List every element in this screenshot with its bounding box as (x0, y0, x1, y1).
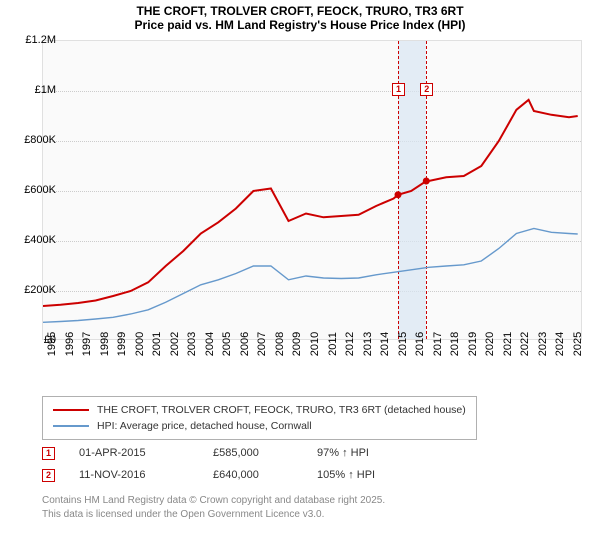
x-tick-label: 2018 (449, 332, 461, 356)
x-tick-label: 2014 (379, 332, 391, 356)
x-tick-label: 2013 (362, 332, 374, 356)
chart-title-line2: Price paid vs. HM Land Registry's House … (0, 18, 600, 32)
x-tick-label: 2010 (309, 332, 321, 356)
x-tick-label: 2017 (432, 332, 444, 356)
sale-date: 11-NOV-2016 (79, 469, 189, 481)
y-tick-label: £200K (16, 284, 56, 296)
x-tick-label: 2015 (397, 332, 409, 356)
chart-legend: THE CROFT, TROLVER CROFT, FEOCK, TRURO, … (42, 396, 477, 440)
x-tick-label: 1995 (46, 332, 58, 356)
x-tick-label: 2023 (537, 332, 549, 356)
legend-label: THE CROFT, TROLVER CROFT, FEOCK, TRURO, … (97, 404, 466, 416)
x-tick-label: 2007 (256, 332, 268, 356)
legend-swatch (53, 425, 89, 426)
sale-pct-vs-hpi: 105% ↑ HPI (317, 469, 407, 481)
x-tick-label: 2024 (554, 332, 566, 356)
x-tick-label: 2006 (239, 332, 251, 356)
x-tick-label: 1999 (116, 332, 128, 356)
footer-line2: This data is licensed under the Open Gov… (42, 508, 385, 522)
event-point (423, 178, 430, 185)
x-tick-label: 2004 (204, 332, 216, 356)
x-tick-label: 1998 (99, 332, 111, 356)
sale-marker: 1 (42, 447, 55, 460)
x-tick-label: 2002 (169, 332, 181, 356)
x-tick-label: 2005 (221, 332, 233, 356)
x-tick-label: 1996 (64, 332, 76, 356)
x-tick-label: 2009 (291, 332, 303, 356)
x-tick-label: 2016 (414, 332, 426, 356)
y-tick-label: £800K (16, 134, 56, 146)
x-tick-label: 2019 (467, 332, 479, 356)
chart-title-line1: THE CROFT, TROLVER CROFT, FEOCK, TRURO, … (0, 4, 600, 18)
sale-pct-vs-hpi: 97% ↑ HPI (317, 447, 407, 459)
sale-price: £640,000 (213, 469, 293, 481)
legend-label: HPI: Average price, detached house, Corn… (97, 420, 312, 432)
x-tick-label: 1997 (81, 332, 93, 356)
x-tick-label: 2001 (151, 332, 163, 356)
y-tick-label: £1.2M (16, 34, 56, 46)
sale-marker: 2 (42, 469, 55, 482)
x-tick-label: 2025 (572, 332, 584, 356)
legend-swatch (53, 409, 89, 411)
footer-attribution: Contains HM Land Registry data © Crown c… (42, 494, 385, 521)
sale-row: 1 01-APR-2015 £585,000 97% ↑ HPI (42, 442, 407, 464)
x-tick-label: 2003 (186, 332, 198, 356)
y-tick-label: £1M (16, 84, 56, 96)
legend-row: HPI: Average price, detached house, Corn… (53, 418, 466, 434)
sales-table: 1 01-APR-2015 £585,000 97% ↑ HPI 2 11-NOV-201… (42, 442, 407, 486)
legend-row: THE CROFT, TROLVER CROFT, FEOCK, TRURO, … (53, 402, 466, 418)
sale-row: 2 11-NOV-2016 £640,000 105% ↑ HPI (42, 464, 407, 486)
series-line (43, 100, 578, 306)
footer-line1: Contains HM Land Registry data © Crown c… (42, 494, 385, 508)
x-tick-label: 2011 (327, 332, 339, 356)
event-point (395, 191, 402, 198)
chart-plot-area: 12 (42, 40, 582, 340)
y-tick-label: £600K (16, 184, 56, 196)
x-tick-label: 2012 (344, 332, 356, 356)
chart-svg (43, 41, 583, 341)
sale-price: £585,000 (213, 447, 293, 459)
series-line (43, 229, 578, 323)
y-tick-label: £400K (16, 234, 56, 246)
x-tick-label: 2000 (134, 332, 146, 356)
x-tick-label: 2021 (502, 332, 514, 356)
x-tick-label: 2008 (274, 332, 286, 356)
x-tick-label: 2020 (484, 332, 496, 356)
x-tick-label: 2022 (519, 332, 531, 356)
sale-date: 01-APR-2015 (79, 447, 189, 459)
